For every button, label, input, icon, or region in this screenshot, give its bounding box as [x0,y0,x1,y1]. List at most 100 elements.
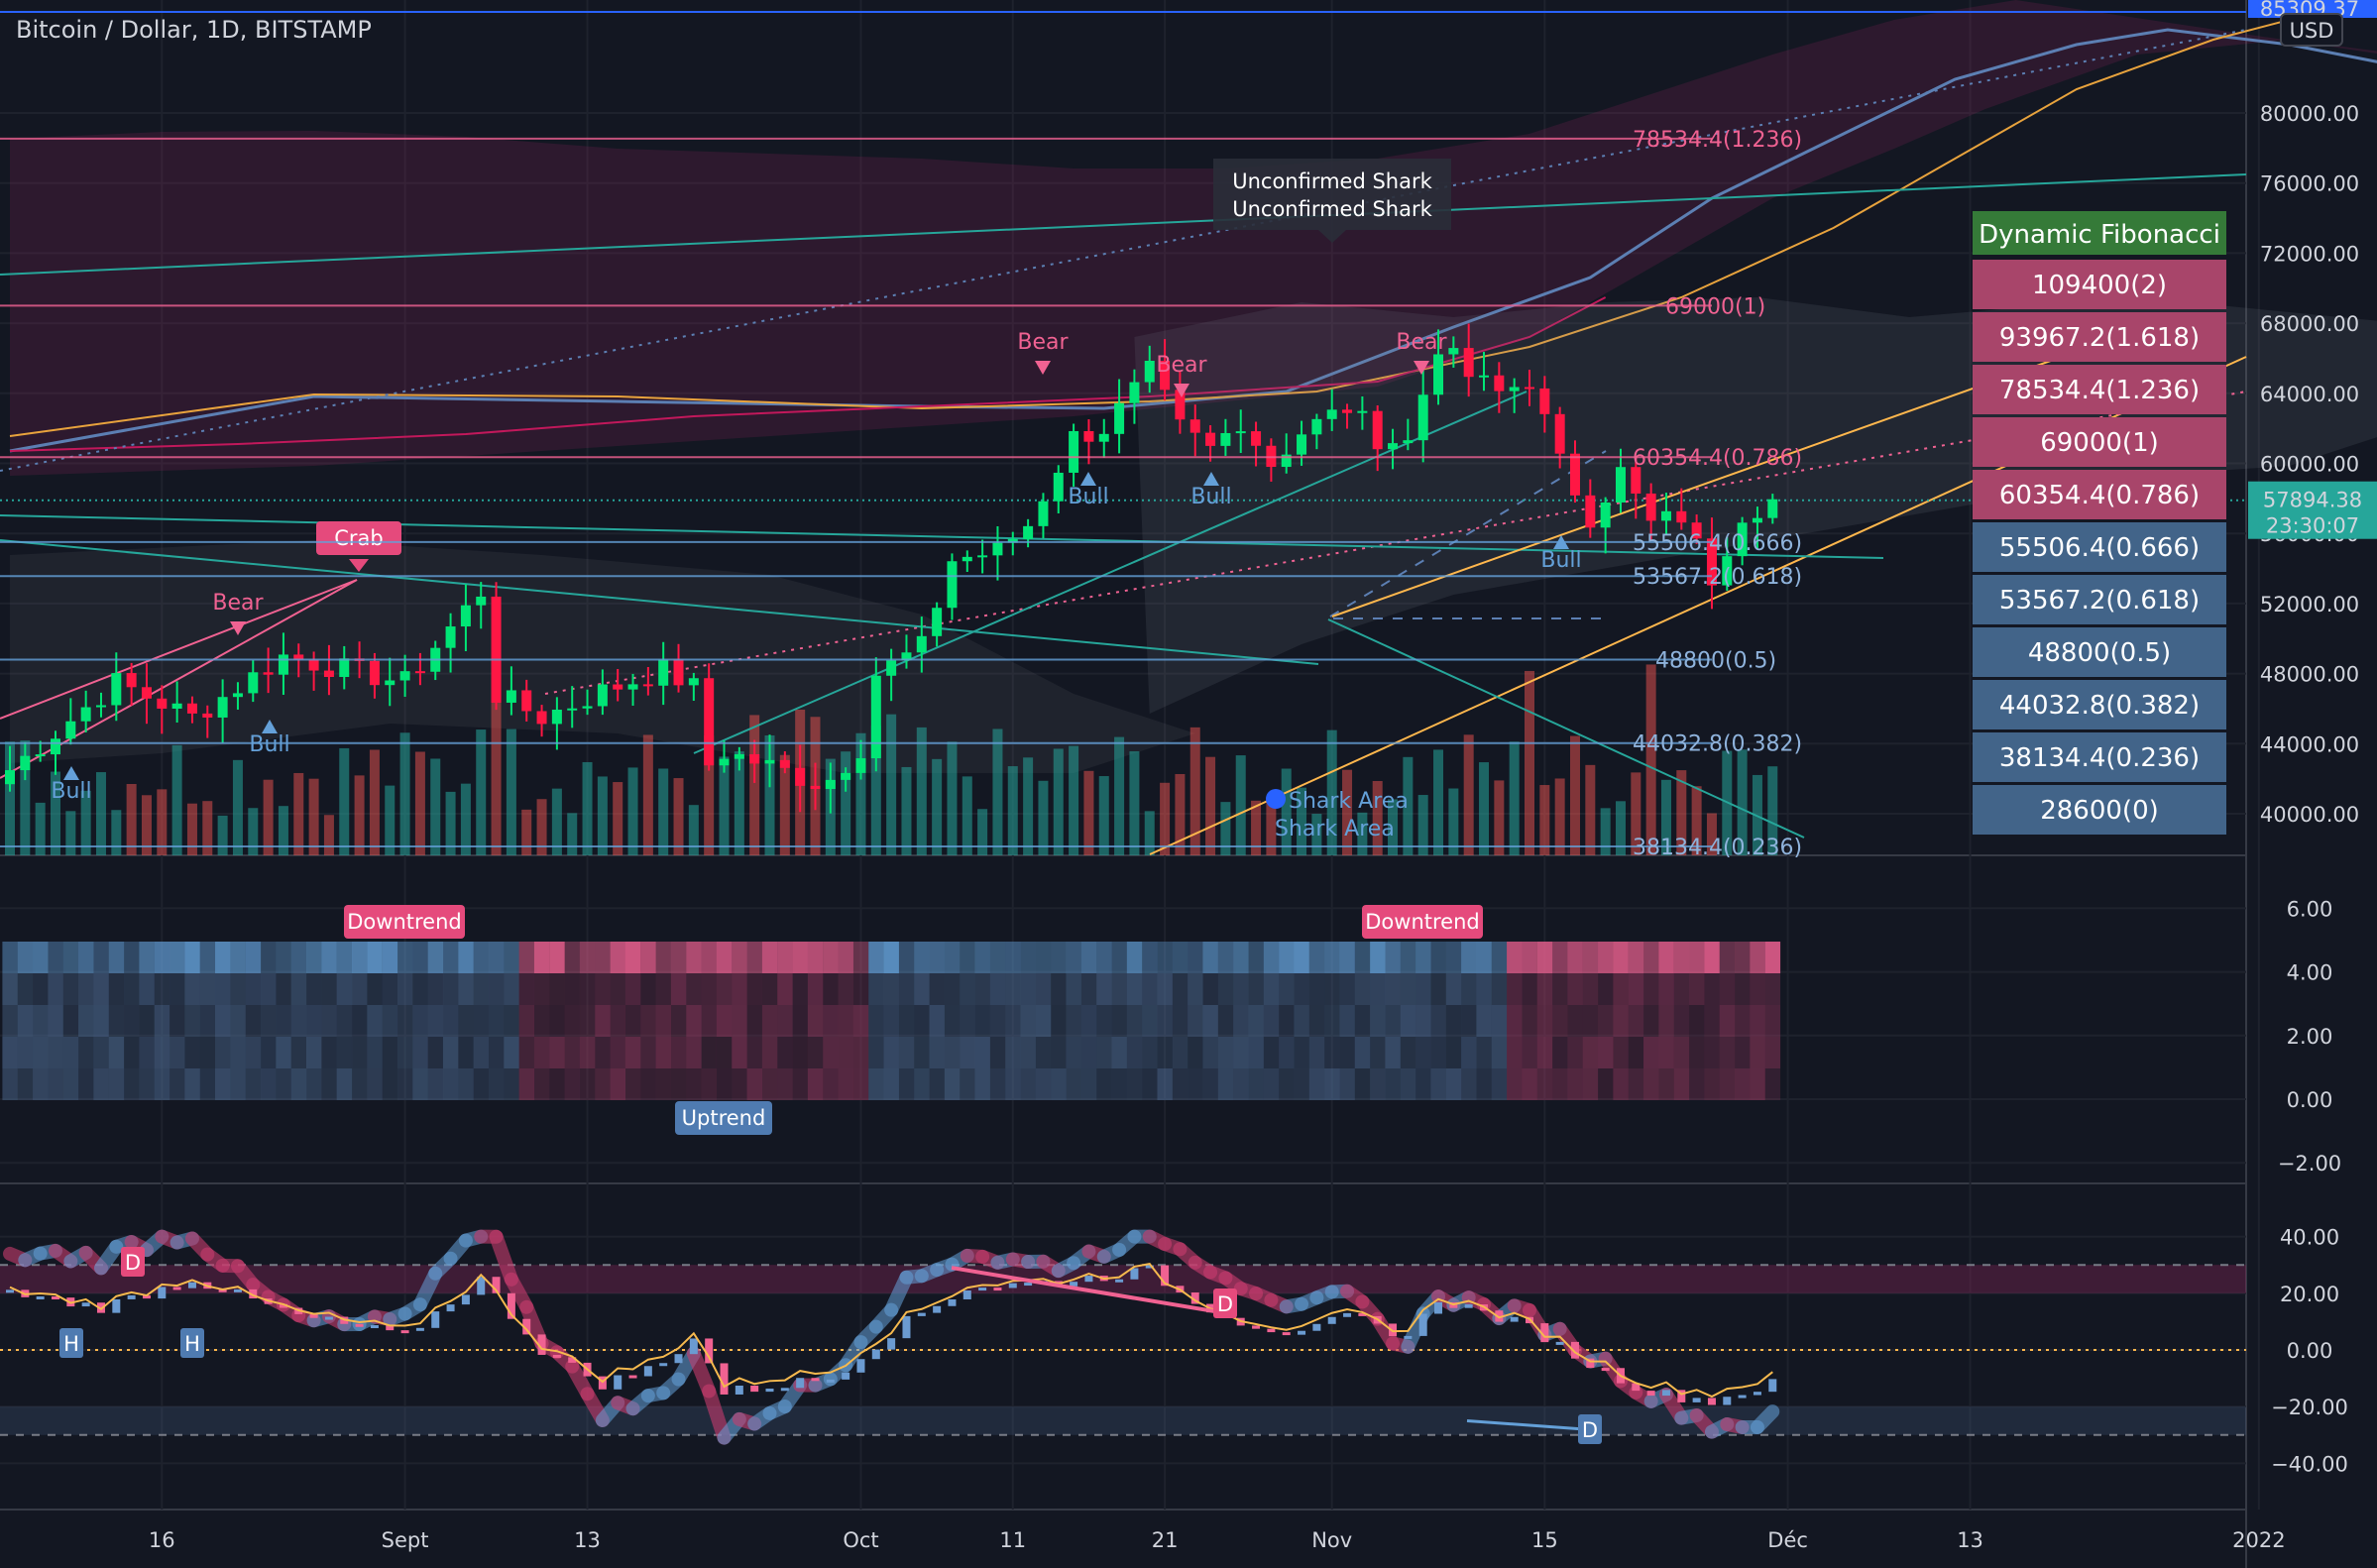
candle[interactable] [1448,348,1459,355]
candle[interactable] [65,721,76,739]
candle[interactable] [704,678,715,766]
candle[interactable] [1525,387,1534,390]
candle[interactable] [947,561,958,609]
candle[interactable] [141,687,152,699]
candle[interactable] [1144,361,1155,383]
candle[interactable] [1114,402,1125,434]
candle[interactable] [399,671,410,681]
candle[interactable] [248,672,259,694]
candle[interactable] [1069,430,1079,473]
candle[interactable] [658,659,669,686]
candle[interactable] [1311,418,1322,435]
candle[interactable] [597,684,608,707]
candle[interactable] [1372,410,1383,450]
candle[interactable] [1645,493,1656,521]
candle[interactable] [567,708,578,711]
candle[interactable] [536,711,547,725]
candle[interactable] [171,703,182,709]
candle[interactable] [1160,361,1171,391]
candle[interactable] [1600,502,1611,528]
candle[interactable] [551,709,562,725]
candle[interactable] [1706,538,1717,586]
candle[interactable] [308,659,319,671]
candle[interactable] [5,770,15,785]
candle[interactable] [719,758,730,766]
candle[interactable] [901,652,912,661]
candle[interactable] [385,680,396,686]
candle[interactable] [1297,434,1307,455]
candle[interactable] [977,555,988,558]
candle[interactable] [1494,375,1505,392]
candle[interactable] [202,713,213,718]
candle[interactable] [1585,495,1596,528]
candle[interactable] [1129,382,1140,403]
candle[interactable] [916,635,927,653]
candle[interactable] [476,596,487,606]
candle[interactable] [1023,525,1034,539]
candle[interactable] [962,556,972,562]
candle[interactable] [369,660,380,686]
candle[interactable] [825,779,836,790]
candle[interactable] [870,675,881,759]
candle[interactable] [613,684,623,690]
candle[interactable] [764,759,775,764]
candle[interactable] [688,678,699,686]
candle[interactable] [80,707,91,722]
candle[interactable] [491,596,502,703]
candle[interactable] [1326,409,1337,419]
candle[interactable] [992,542,1003,556]
candle[interactable] [1722,556,1733,586]
candle[interactable] [1569,453,1580,496]
candle[interactable] [278,654,288,675]
candle[interactable] [1053,472,1064,502]
candle[interactable] [1752,517,1762,523]
candle[interactable] [1615,467,1626,503]
candle[interactable] [1479,375,1490,378]
candle[interactable] [1509,387,1520,392]
candle[interactable] [673,659,684,686]
candle[interactable] [749,754,760,764]
candle[interactable] [734,754,744,759]
candle[interactable] [323,670,334,678]
candle[interactable] [886,660,897,676]
candle[interactable] [157,698,168,709]
candle[interactable] [627,684,638,690]
currency-badge[interactable]: USD [2280,13,2343,47]
candle[interactable] [186,703,197,714]
candle[interactable] [126,673,137,688]
candle[interactable] [1660,510,1671,521]
candle[interactable] [642,684,653,687]
candle[interactable] [445,626,456,648]
candle[interactable] [1205,432,1216,446]
candle[interactable] [1007,538,1018,543]
candle[interactable] [1388,443,1399,450]
candle[interactable] [1038,501,1049,526]
candle[interactable] [779,759,790,768]
candle[interactable] [460,605,471,627]
candle[interactable] [1403,440,1414,444]
candle[interactable] [1463,348,1474,378]
candle[interactable] [95,705,106,708]
candle[interactable] [1433,354,1444,395]
candle[interactable] [1083,430,1094,442]
candle[interactable] [111,673,122,706]
candle[interactable] [1189,419,1200,433]
candle[interactable] [1251,431,1262,446]
candle[interactable] [1235,431,1246,434]
candle[interactable] [1691,522,1702,539]
candle[interactable] [810,785,821,790]
candle[interactable] [1767,499,1778,518]
candle[interactable] [932,608,943,636]
candle[interactable] [1281,454,1292,468]
candle[interactable] [1417,394,1428,441]
candle[interactable] [841,772,851,780]
candle[interactable] [50,738,60,755]
candle[interactable] [1357,410,1368,413]
candle[interactable] [1676,510,1687,523]
candle[interactable] [217,697,228,718]
candle[interactable] [1737,522,1748,557]
candle[interactable] [1175,390,1186,420]
candle[interactable] [339,658,350,678]
candle[interactable] [293,654,304,660]
